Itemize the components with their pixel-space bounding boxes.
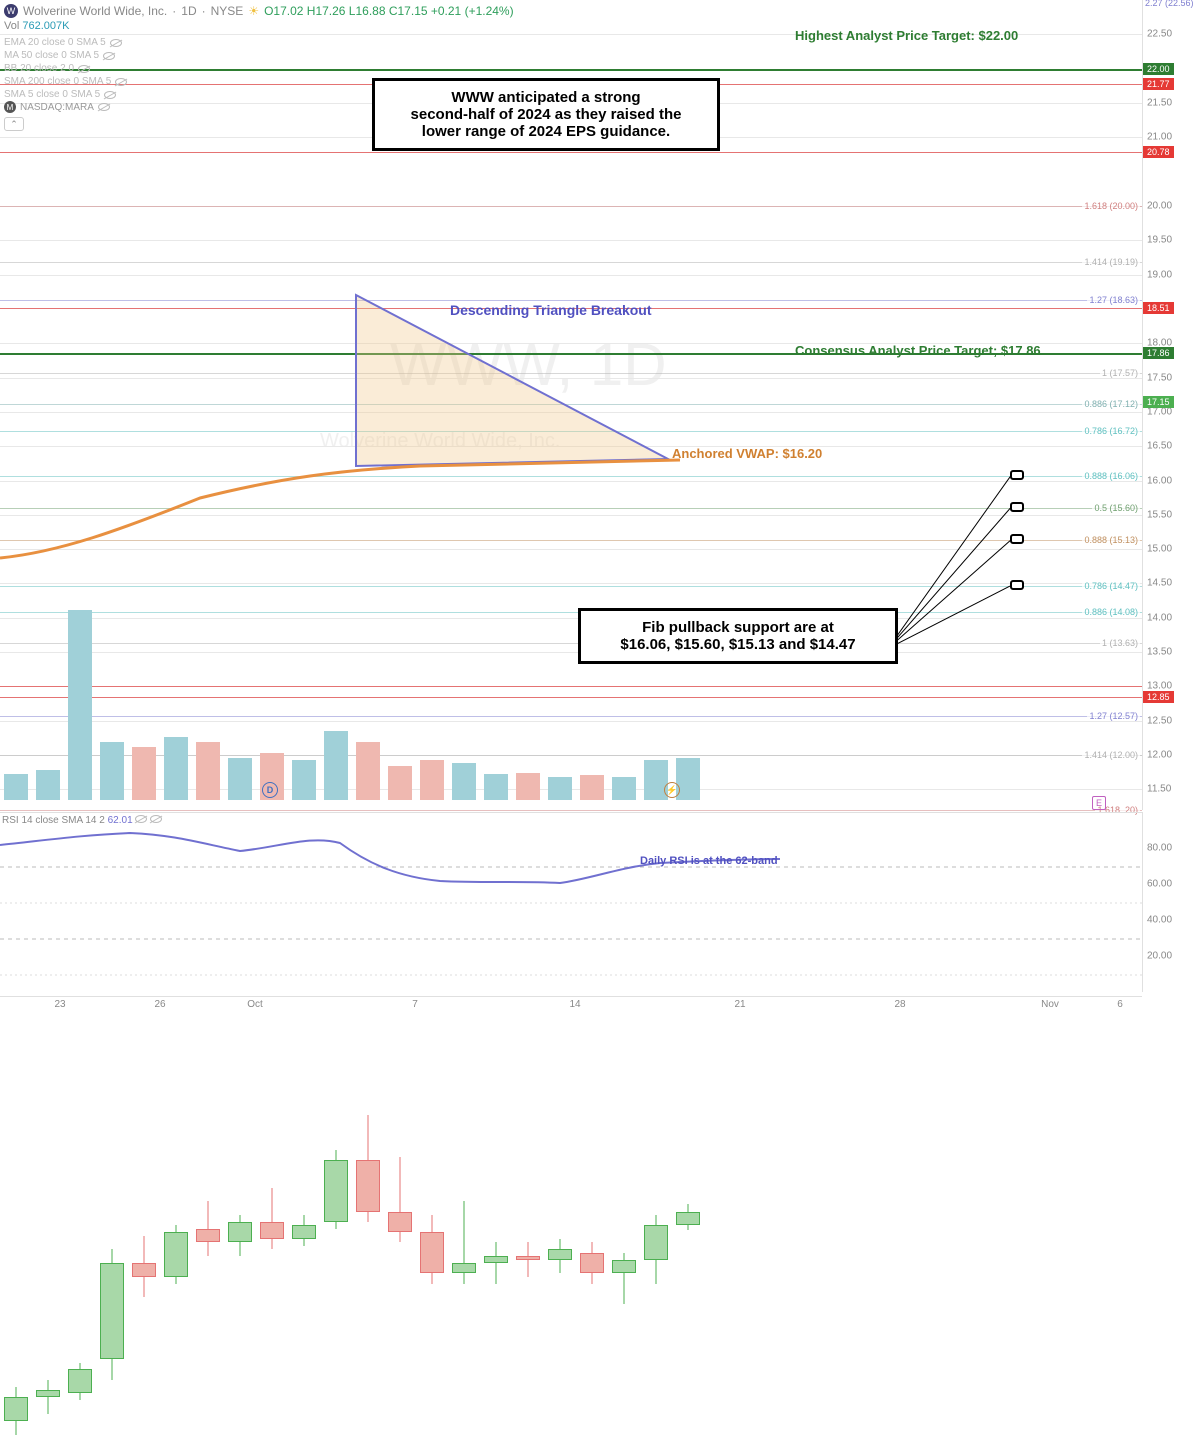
event-marker[interactable]: D (262, 782, 278, 798)
square-marker (1010, 502, 1024, 512)
eye-icon (150, 815, 162, 823)
rsi-annotation: Daily RSI is at the 62-band (640, 855, 778, 867)
y-tick: 16.50 (1147, 441, 1172, 452)
exchange: NYSE (211, 4, 244, 18)
price-label: 17.15 (1143, 396, 1174, 408)
square-marker (1010, 534, 1024, 544)
y-tick: 17.00 (1147, 406, 1172, 417)
y-tick: 14.50 (1147, 578, 1172, 589)
y-tick: 19.50 (1147, 235, 1172, 246)
highest-target: Highest Analyst Price Target: $22.00 (795, 28, 1018, 43)
rsi-y-tick: 20.00 (1147, 951, 1172, 962)
rsi-y-tick: 60.00 (1147, 879, 1172, 890)
collapse-button[interactable]: ⌃ (4, 117, 24, 131)
indicator-row: BB 20 close 2 0 (4, 62, 1140, 75)
company-name: Wolverine World Wide, Inc. (23, 4, 167, 18)
y-tick: 13.50 (1147, 647, 1172, 658)
x-tick: Oct (247, 999, 263, 1010)
annotation-box-2: Fib pullback support are at $16.06, $15.… (578, 608, 898, 664)
y-tick: 16.00 (1147, 475, 1172, 486)
y-tick: 21.00 (1147, 132, 1172, 143)
box2-l1: Fib pullback support are at (595, 619, 881, 636)
y-tick: 20.00 (1147, 200, 1172, 211)
y-tick: 21.50 (1147, 97, 1172, 108)
eye-icon (115, 78, 127, 86)
x-tick: 7 (412, 999, 418, 1010)
title-row: W Wolverine World Wide, Inc. · 1D · NYSE… (4, 4, 1140, 18)
rsi-svg (0, 813, 1142, 992)
y-tick: 15.00 (1147, 544, 1172, 555)
box1-l2: second-half of 2024 as they raised the (389, 106, 703, 123)
price-label: 20.78 (1143, 146, 1174, 158)
x-tick: 26 (154, 999, 165, 1010)
earnings-badge[interactable]: E (1092, 796, 1106, 810)
rsi-y-tick: 80.00 (1147, 843, 1172, 854)
y-tick: 14.00 (1147, 612, 1172, 623)
eye-icon (110, 39, 122, 47)
price-label: 22.00 (1143, 63, 1174, 75)
y-tick: 12.00 (1147, 750, 1172, 761)
vwap-label: Anchored VWAP: $16.20 (672, 446, 822, 461)
annotation-box-1: WWW anticipated a strong second-half of … (372, 78, 720, 151)
price-label: 12.85 (1143, 691, 1174, 703)
x-tick: Nov (1041, 999, 1059, 1010)
square-marker (1010, 580, 1024, 590)
x-tick: 23 (54, 999, 65, 1010)
x-tick: 21 (734, 999, 745, 1010)
rsi-y-axis: 20.00 40.00 60.00 80.00 (1142, 812, 1200, 992)
y-tick: 19.00 (1147, 269, 1172, 280)
rsi-panel[interactable]: RSI 14 close SMA 14 2 62.01 Daily RSI is… (0, 812, 1142, 992)
nasdaq-label: NASDAQ:MARA (20, 102, 94, 113)
event-marker[interactable]: ⚡ (664, 782, 680, 798)
price-label: 18.51 (1143, 302, 1174, 314)
m-icon: M (4, 101, 16, 113)
y-tick: 22.50 (1147, 29, 1172, 40)
x-tick: 28 (894, 999, 905, 1010)
triangle-label: Descending Triangle Breakout (450, 302, 652, 318)
rsi-header: RSI 14 close SMA 14 2 62.01 (2, 815, 162, 826)
vol-value: 762.007K (22, 20, 69, 32)
chart-area[interactable]: WWW, 1D Wolverine World Wide, Inc. Highe… (0, 0, 1142, 810)
y-tick: 15.50 (1147, 509, 1172, 520)
sep2: · (202, 4, 206, 18)
consensus-target: Consensus Analyst Price Target; $17.86 (795, 343, 1041, 358)
rsi-y-tick: 40.00 (1147, 915, 1172, 926)
y-tick: 12.50 (1147, 715, 1172, 726)
y-tick: 17.50 (1147, 372, 1172, 383)
vol-label: Vol (4, 20, 19, 32)
sep: · (172, 4, 176, 18)
interval: 1D (181, 4, 196, 18)
box2-l2: $16.06, $15.60, $15.13 and $14.47 (595, 636, 881, 653)
eye-icon (104, 91, 116, 99)
y-tick: 11.50 (1147, 784, 1171, 795)
x-axis: 23 26 Oct 7 14 21 28 Nov 6 (0, 996, 1142, 1014)
box1-l1: WWW anticipated a strong (389, 89, 703, 106)
eye-icon (78, 65, 90, 73)
eye-icon (103, 52, 115, 60)
eye-icon (135, 815, 147, 823)
topright-badge: 2.27 (22.56) (1145, 0, 1194, 8)
x-tick: 14 (569, 999, 580, 1010)
y-axis: 2.27 (22.56) 11.5012.0012.5013.0013.5014… (1142, 0, 1200, 810)
x-tick: 6 (1117, 999, 1123, 1010)
price-label: 21.77 (1143, 78, 1174, 90)
rsi-value: 62.01 (108, 815, 133, 826)
ticker-icon: W (4, 4, 18, 18)
ohlc: O17.02 H17.26 L16.88 C17.15 +0.21 (+1.24… (264, 4, 514, 18)
rsi-title: RSI 14 close SMA 14 2 (2, 815, 105, 826)
eye-icon (98, 103, 110, 111)
box1-l3: lower range of 2024 EPS guidance. (389, 123, 703, 140)
fib-line (0, 810, 1142, 811)
sun-icon: ☀ (248, 4, 259, 18)
price-label: 17.86 (1143, 347, 1174, 359)
indicator-row: MA 50 close 0 SMA 5 (4, 49, 1140, 62)
square-marker (1010, 470, 1024, 480)
